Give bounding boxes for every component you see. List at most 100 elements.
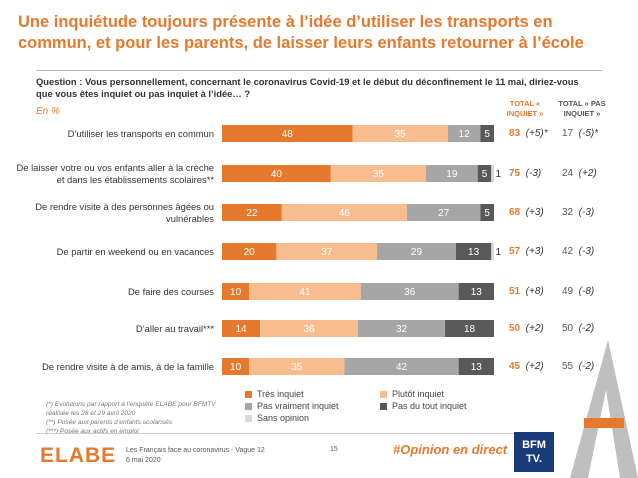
total-pas-inquiet-number: 24 [562, 168, 574, 179]
total-pas-inquiet-number: 55 [562, 361, 574, 372]
total-pas-inquiet-change: (-2) [573, 323, 595, 334]
decorative-triangle-bar [584, 418, 624, 428]
total-pas-inquiet-change: (-2) [573, 361, 595, 372]
bar-value-label: 12 [459, 129, 471, 140]
bar-value-label: 1 [496, 247, 502, 258]
total-inquiet-change: (+5)* [520, 128, 548, 139]
bfm-logo-line2: TV. [525, 453, 543, 465]
total-inquiet-value: 51 (+8) [509, 286, 544, 297]
legend-pas-vraiment-inquiet: Pas vraiment inquiet [245, 401, 339, 411]
total-inquiet-change: (+2) [520, 361, 544, 372]
bar-segment [458, 358, 494, 375]
total-inquiet-value: 57 (+3) [509, 246, 544, 257]
total-pas-inquiet-change: (-3) [573, 246, 595, 257]
total-pas-inquiet-header: TOTAL « PAS INQUIET » [558, 99, 606, 118]
total-inquiet-number: 45 [509, 361, 521, 372]
bar-segment [480, 125, 494, 142]
row-label: De laisser votre ou vos enfants aller à … [16, 162, 215, 185]
row-label: De partir en weekend ou en vacances [56, 245, 214, 257]
total-inquiet-number: 75 [509, 168, 521, 179]
bar-value-label: 46 [339, 208, 351, 219]
bar-value-label: 14 [235, 324, 247, 335]
bar-value-label: 19 [446, 169, 458, 180]
bar-segment [249, 283, 361, 300]
bar-segment [276, 243, 378, 260]
bar-segment [480, 204, 494, 221]
bar-value-label: 35 [395, 129, 407, 140]
bar-value-label: 36 [404, 287, 416, 298]
legend-pas-du-tout-inquiet: Pas du tout inquiet [380, 401, 467, 411]
bar-segment [352, 125, 448, 142]
decorative-triangle-shape [570, 340, 638, 478]
bar-segment [377, 243, 456, 260]
bar-segment [260, 320, 358, 337]
bar-segment [281, 204, 407, 221]
legend-label-sans-opinion: Sans opinion [257, 413, 310, 423]
total-inquiet-number: 83 [509, 128, 521, 139]
total-inquiet-number: 51 [509, 286, 521, 297]
total-pas-inquiet-value: 24 (+2) [562, 168, 597, 179]
total-pas-inquiet-change: (-8) [573, 286, 595, 297]
bar-value-label: 48 [282, 129, 294, 140]
bar-segment [222, 204, 282, 221]
bar-value-label: 5 [484, 208, 490, 219]
row-label: D’utiliser les transports en commun [67, 127, 214, 139]
footer-divider [36, 433, 516, 434]
bfm-logo-line1: BFM [522, 439, 546, 451]
row-label: D’aller au travail*** [135, 322, 214, 334]
bar-segment [447, 125, 481, 142]
bar-segment [222, 283, 250, 300]
total-pas-inquiet-value: 42 (-3) [562, 246, 594, 257]
total-inquiet-number: 57 [509, 246, 521, 257]
decorative-triangle [570, 340, 638, 478]
footnote-3: (**) Posée aux parents d’enfants scolari… [46, 419, 173, 426]
row-label: De faire des courses [128, 285, 214, 297]
footnote-1: (*) Evolutions par rapport à l’enquête E… [46, 401, 216, 408]
total-pas-inquiet-change: (+2) [573, 168, 597, 179]
question-text: Question : Vous personnellement, concern… [36, 76, 579, 99]
bar-value-label: 20 [244, 247, 256, 258]
total-inquiet-value: 75 (-3) [509, 168, 541, 179]
bar-value-label: 5 [484, 129, 490, 140]
total-inquiet-value: 83 (+5)* [509, 128, 548, 139]
bar-value-label: 13 [468, 247, 480, 258]
bar-value-label: 18 [464, 324, 476, 335]
total-inquiet-change: (+8) [520, 286, 544, 297]
total-pas-inquiet-change: (-5)* [573, 128, 599, 139]
total-pas-inquiet-number: 49 [562, 286, 574, 297]
row-label: De rendre visite à des personnes âgées o… [35, 201, 214, 224]
total-pas-inquiet-number: 17 [562, 128, 574, 139]
page-number: 15 [330, 446, 338, 453]
legend-sans-opinion: Sans opinion [245, 413, 309, 423]
footer-survey-title: Les Français face au coronavirus - Vague… [126, 447, 265, 454]
footnote-4: (***) Posée aux actifs en emploi [46, 428, 139, 435]
bar-segment [344, 358, 459, 375]
total-pas-inquiet-change: (-3) [573, 207, 595, 218]
footnote-2: réalisée les 28 et 29 avril 2020 [46, 410, 136, 417]
total-inquiet-value: 68 (+3) [509, 207, 544, 218]
total-pas-inquiet-number: 50 [562, 323, 574, 334]
hashtag: #Opinion en direct [393, 442, 508, 457]
bar-value-label: 10 [230, 287, 242, 298]
legend-swatch-plutot [380, 390, 387, 398]
legend-label-pas-du-tout: Pas du tout inquiet [392, 401, 467, 411]
legend-label-tres: Très inquiet [257, 389, 304, 399]
bar-segment [249, 358, 345, 375]
legend-label-plutot: Plutôt inquiet [392, 389, 445, 399]
total-inquiet-number: 50 [509, 323, 521, 334]
legend-swatch-sans-opinion [245, 414, 252, 422]
total-inquiet-value: 45 (+2) [509, 361, 544, 372]
bar-value-label: 22 [246, 208, 258, 219]
bar-value-label: 35 [373, 169, 385, 180]
bar-value-label: 5 [482, 169, 488, 180]
total-inquiet-header: TOTAL « INQUIET » [506, 99, 544, 118]
bfmtv-logo: BFM TV. [514, 432, 554, 472]
bar-segment [330, 165, 426, 182]
bar-value-label: 1 [496, 169, 502, 180]
total-inquiet-change: (+3) [520, 246, 544, 257]
bar-value-label: 35 [291, 362, 303, 373]
legend-plutot-inquiet: Plutôt inquiet [380, 389, 444, 399]
total-inquiet-change: (+2) [520, 323, 544, 334]
unit-label: En % [36, 106, 60, 117]
total-inquiet-change: (-3) [520, 168, 542, 179]
